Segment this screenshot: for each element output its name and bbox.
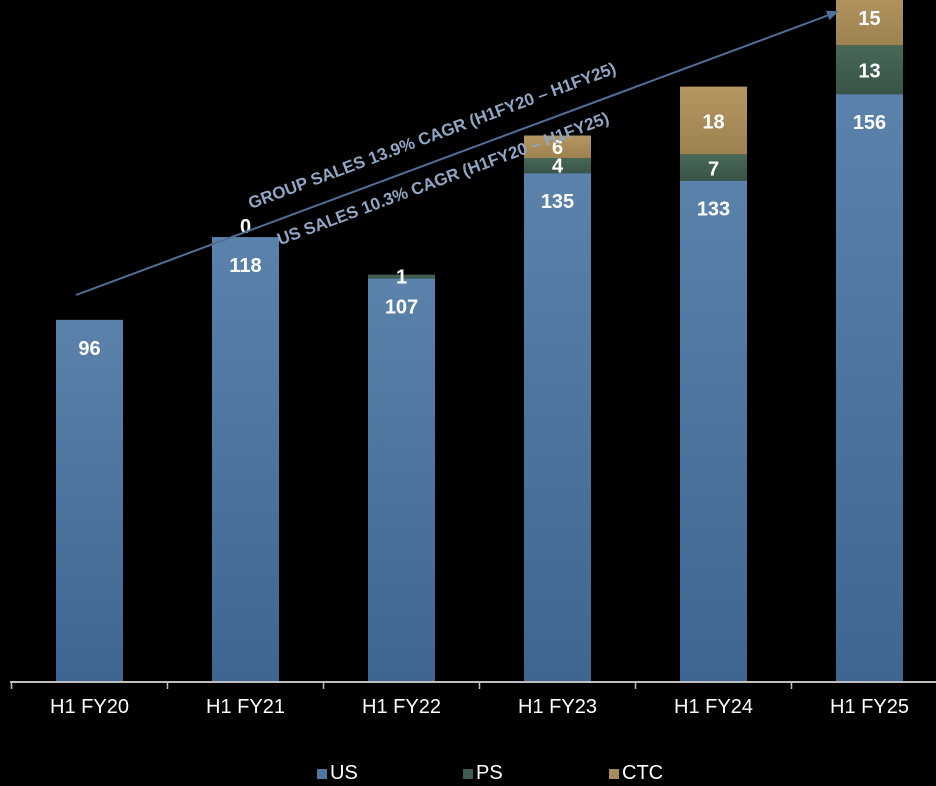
- data-label-us-h1-fy22: 107: [385, 296, 418, 318]
- data-label-us-h1-fy25: 156: [853, 112, 886, 134]
- legend-item-ctc: CTC: [609, 762, 663, 785]
- legend-label-ps: PS: [476, 762, 503, 784]
- stacked-bar-chart: 96 118 0 107 1 135 46 133 7 18 156 13 15 H1 FY20 H1 F…: [10, 0, 936, 718]
- data-label-ps-h1-fy24: 7: [708, 158, 719, 180]
- data-label-ps-h1-fy23: 4: [552, 156, 564, 178]
- bar-ps-h1-fy24: [680, 154, 747, 181]
- legend-swatch-ps: [463, 768, 473, 779]
- x-tick-label-h1-fy23: H1 FY23: [518, 696, 597, 718]
- bar-us-h1-fy24: [680, 180, 747, 682]
- data-label-us-h1-fy23: 135: [541, 191, 574, 213]
- x-tick-label-h1-fy25: H1 FY25: [830, 696, 909, 718]
- bar-ps-h1-fy25: [836, 45, 903, 95]
- bar-ctc-h1-fy25: [836, 0, 903, 46]
- x-tick-label-h1-fy21: H1 FY21: [206, 696, 285, 718]
- data-label-us-h1-fy24: 133: [697, 199, 730, 221]
- bar-ctc-h1-fy23: [524, 135, 591, 159]
- bar-us-h1-fy20: [56, 319, 123, 681]
- data-label-ctc-h1-fy24: 18: [702, 111, 724, 133]
- bar-us-h1-fy25: [836, 94, 903, 682]
- data-label-us-h1-fy20: 96: [78, 338, 100, 360]
- legend-label-ctc: CTC: [622, 762, 664, 784]
- bar-us-h1-fy22: [368, 278, 435, 681]
- legend-swatch-ctc: [609, 768, 619, 779]
- bar-ctc-h1-fy24: [680, 86, 747, 155]
- data-label-ctc-h1-fy23: 6: [552, 137, 563, 159]
- legend-item-ps: PS: [463, 762, 503, 785]
- legend: US PS CTC: [0, 758, 936, 786]
- legend-label-us: US: [330, 762, 358, 784]
- bar-ps-h1-fy22: [368, 274, 435, 279]
- bar-us-h1-fy23: [524, 173, 591, 681]
- x-tick-label-h1-fy20: H1 FY20: [50, 696, 129, 718]
- data-label-ps-h1-fy22: 1: [396, 267, 407, 289]
- data-label-ps-h1-fy25: 13: [858, 61, 880, 83]
- bar-us-h1-fy21: [212, 237, 279, 682]
- trend-arrow: [75, 10, 839, 296]
- bar-ps-h1-fy23: [524, 158, 591, 174]
- data-label-us-h1-fy21: 118: [229, 255, 261, 277]
- x-tick-label-h1-fy24: H1 FY24: [674, 696, 753, 718]
- legend-swatch-us: [317, 768, 327, 779]
- x-tick-label-h1-fy22: H1 FY22: [362, 696, 441, 718]
- legend-item-us: US: [317, 762, 358, 785]
- data-label-ps-h1-fy21: 0: [240, 216, 251, 238]
- data-label-ctc-h1-fy25: 15: [858, 8, 880, 30]
